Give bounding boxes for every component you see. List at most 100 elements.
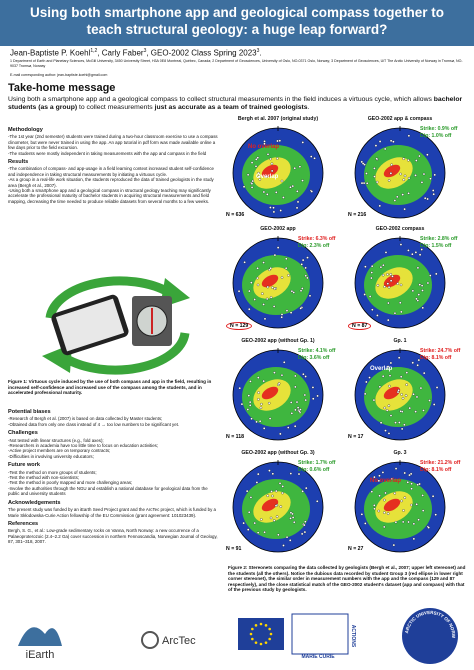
pole (400, 427, 404, 431)
pole (377, 509, 381, 513)
pole (302, 372, 305, 376)
pole (382, 263, 385, 267)
pole (280, 179, 284, 183)
pole (417, 518, 420, 522)
pole (360, 160, 364, 164)
pole (277, 382, 281, 385)
pole (375, 157, 378, 160)
pole (260, 518, 263, 521)
net-label: No overlap (370, 478, 402, 484)
pole (394, 521, 398, 524)
pole (261, 292, 264, 295)
pole (407, 134, 411, 138)
pole (280, 373, 284, 377)
pole (389, 139, 393, 143)
net-label: Dip: 3.6% off (298, 355, 330, 361)
pole (422, 172, 426, 176)
pole (282, 196, 285, 199)
pole (434, 513, 437, 516)
pole (418, 253, 422, 256)
authors: Jean-Baptiste P. Koehl1,2, Carly Faber3,… (10, 48, 464, 58)
pole (294, 374, 297, 378)
pole (248, 289, 251, 293)
pole (378, 204, 382, 208)
pole (250, 182, 254, 185)
section-heading: References (8, 520, 39, 527)
pole (385, 409, 389, 412)
pole (257, 472, 260, 476)
pole (247, 510, 251, 514)
pole (263, 142, 266, 146)
pole (237, 289, 241, 293)
pole (390, 477, 393, 481)
pole (410, 503, 413, 507)
pole (414, 410, 417, 413)
author-affiliation: 3 (143, 48, 147, 54)
pole (285, 257, 288, 260)
pole (246, 528, 250, 531)
pole (289, 311, 293, 314)
pole (368, 295, 372, 298)
net-label: N = 17 (348, 434, 364, 440)
section-text: -The students were mostly independent in… (8, 150, 207, 156)
pole (256, 267, 259, 270)
pole (260, 402, 263, 406)
pole (381, 273, 385, 277)
section-text: -Research of Bergh et al. (2007) is base… (8, 416, 163, 422)
pole (415, 503, 418, 506)
pole (279, 432, 282, 436)
iearth-text: iEarth (26, 649, 55, 661)
pole (386, 365, 390, 368)
pole (408, 406, 411, 410)
pole (257, 171, 260, 175)
pole (431, 495, 435, 498)
pole (374, 144, 378, 147)
arctec-logo (141, 631, 159, 649)
pole (411, 289, 415, 293)
pole (272, 210, 276, 214)
pole (411, 252, 414, 256)
pole (294, 408, 297, 412)
eu-star (268, 637, 271, 641)
pole (402, 157, 405, 160)
pole (269, 516, 273, 520)
pole (398, 421, 401, 424)
pole (250, 281, 253, 284)
pole (267, 401, 271, 405)
eu-star (264, 641, 268, 644)
pole (407, 520, 410, 524)
author-separator: . (259, 48, 262, 58)
net-label: N = 118 (226, 434, 245, 440)
pole (258, 420, 262, 423)
pole (285, 535, 289, 539)
pole (379, 265, 383, 269)
net-label: N = 216 (348, 212, 367, 218)
uit-text-path: THE ARCTIC UNIVERSITY OF NORWAY (0, 606, 456, 639)
net-label: Dip: 2.3% off (298, 243, 330, 249)
pole (429, 274, 432, 277)
pole (370, 264, 374, 268)
pole (404, 394, 408, 397)
pole (381, 375, 385, 378)
net-label: Dip: 8.1% off (420, 467, 452, 473)
pole (405, 371, 409, 374)
take-home-run: . (307, 104, 310, 112)
pole (399, 375, 403, 379)
pole (435, 272, 438, 276)
pole (291, 516, 295, 519)
pole (383, 285, 386, 288)
pole (373, 475, 376, 479)
pole (304, 375, 307, 378)
pole (259, 406, 263, 410)
section-text: The present study was funded by an iEart… (8, 507, 216, 518)
pole (421, 509, 425, 512)
pole (389, 279, 393, 282)
pole (306, 256, 309, 259)
pole (433, 173, 436, 177)
pole (263, 317, 267, 321)
pole (271, 286, 274, 289)
pole (416, 364, 419, 367)
arrow (45, 276, 173, 319)
pole (238, 386, 242, 390)
pole (373, 504, 376, 507)
